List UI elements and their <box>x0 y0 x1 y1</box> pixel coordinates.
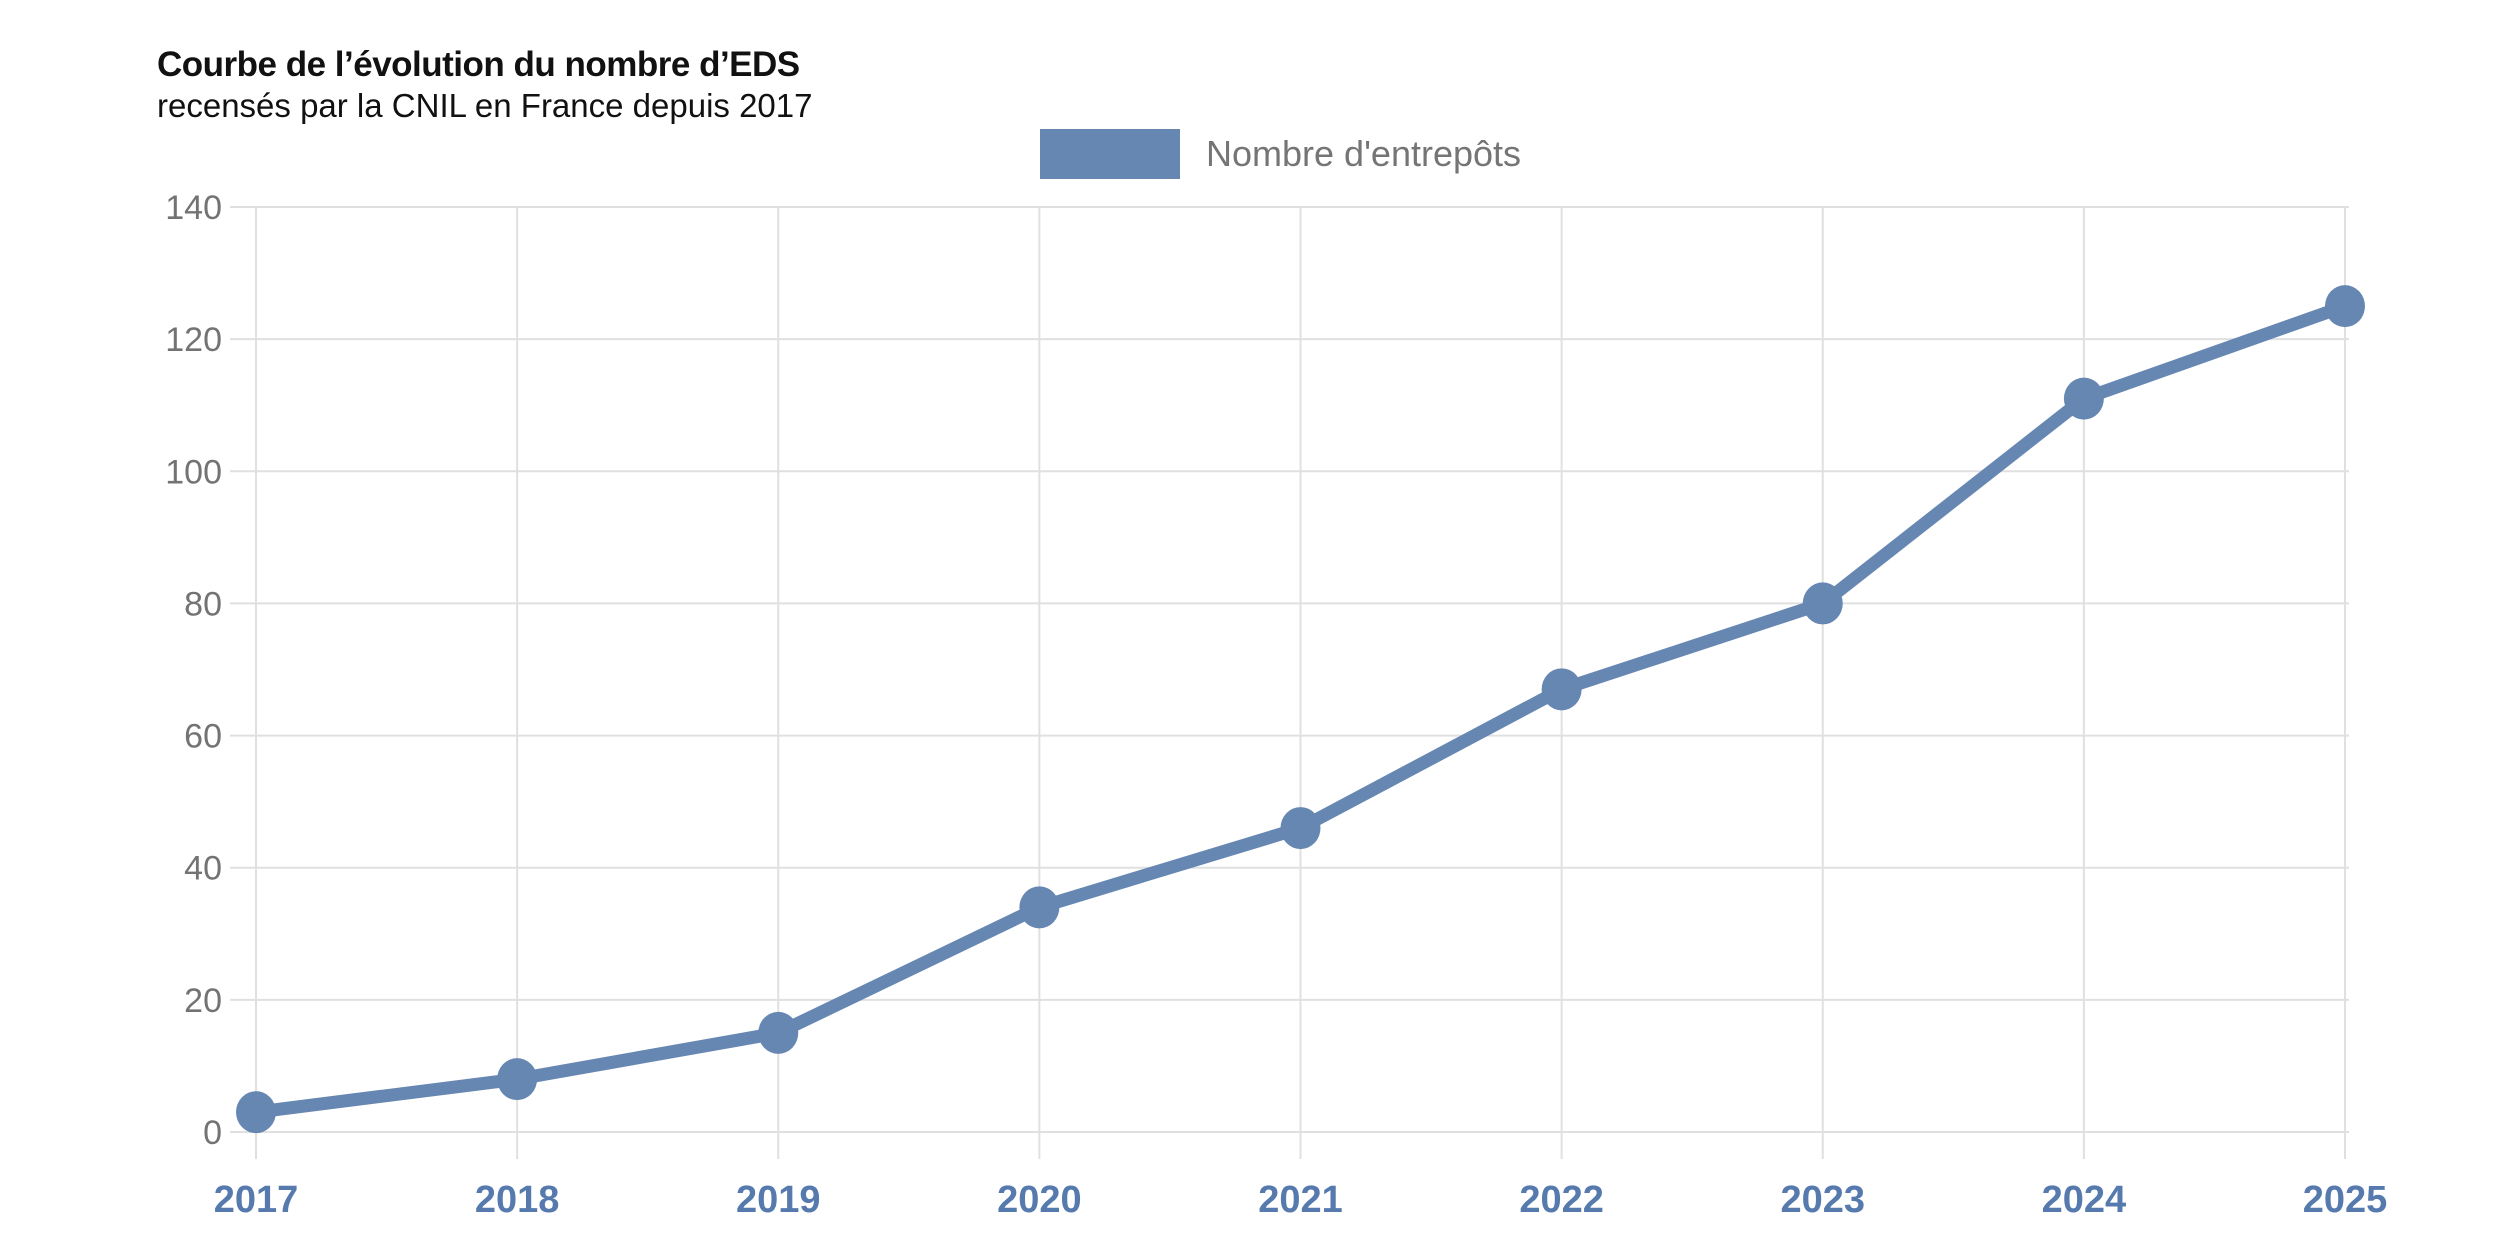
x-tick-label: 2024 <box>2042 1179 2127 1221</box>
data-point <box>1019 886 1060 929</box>
data-point <box>236 1091 276 1134</box>
x-tick-label: 2019 <box>736 1179 821 1221</box>
data-point <box>2063 377 2104 420</box>
data-point <box>2325 285 2365 328</box>
data-point <box>1280 807 1321 850</box>
y-tick-label: 20 <box>184 982 222 1020</box>
x-tick-label: 2020 <box>997 1179 1082 1221</box>
chart-title-line-2: recensés par la CNIL en France depuis 20… <box>157 87 813 124</box>
legend-label: Nombre d'entrepôts <box>1206 133 1522 174</box>
x-tick-label: 2021 <box>1258 1179 1343 1221</box>
y-tick-label: 40 <box>184 850 222 888</box>
y-tick-label: 100 <box>165 453 222 491</box>
y-tick-label: 0 <box>203 1114 222 1152</box>
chart-title-line-1: Courbe de l’évolution du nombre d’EDS <box>157 45 800 84</box>
data-point <box>497 1058 538 1101</box>
y-tick-label: 120 <box>165 321 222 359</box>
data-point <box>1541 668 1582 711</box>
x-tick-label: 2025 <box>2303 1179 2388 1221</box>
legend-swatch <box>1040 129 1180 179</box>
legend-item[interactable]: Nombre d'entrepôts <box>1040 129 1521 179</box>
chart-title: Courbe de l’évolution du nombre d’EDS re… <box>157 44 813 126</box>
x-tick-label: 2022 <box>1519 1179 1604 1221</box>
data-point <box>758 1011 799 1054</box>
y-tick-label: 80 <box>184 585 222 623</box>
data-point <box>1802 582 1843 625</box>
y-tick-label: 140 <box>165 189 222 227</box>
x-tick-label: 2017 <box>214 1179 299 1221</box>
y-tick-label: 60 <box>184 718 222 756</box>
x-tick-label: 2023 <box>1780 1179 1865 1221</box>
x-tick-label: 2018 <box>475 1179 560 1221</box>
